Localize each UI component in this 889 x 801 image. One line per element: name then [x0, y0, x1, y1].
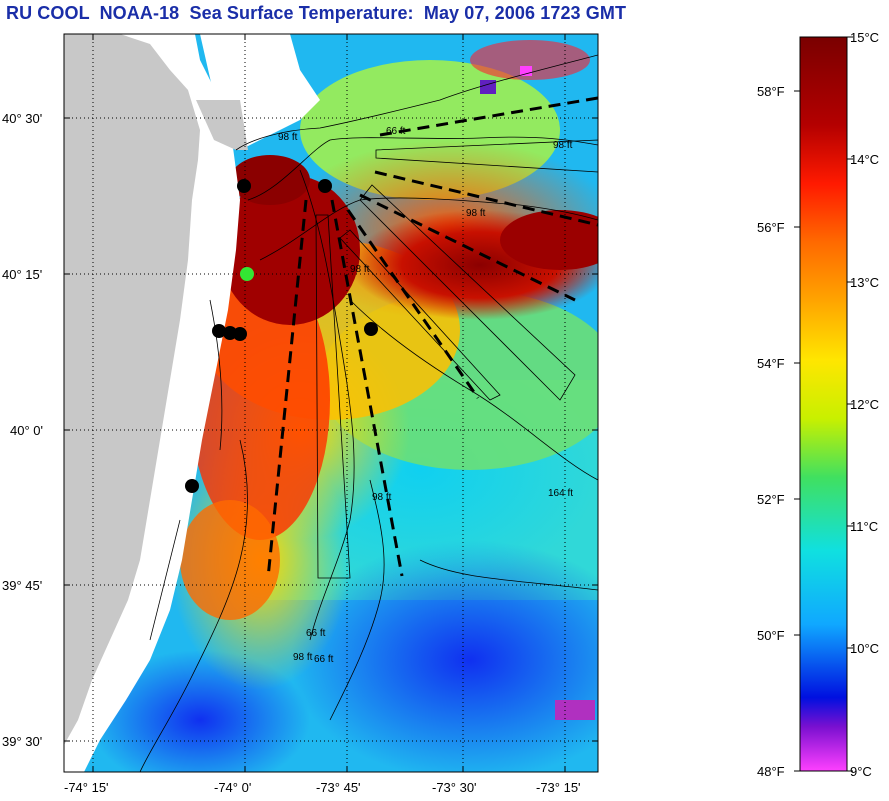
fahrenheit-tick-label: 58°F: [757, 84, 785, 99]
station-marker: [318, 179, 332, 193]
station-marker: [237, 179, 251, 193]
fahrenheit-tick-label: 52°F: [757, 492, 785, 507]
lon-label: -73° 30': [432, 780, 477, 795]
map-frame: [63, 33, 599, 773]
celsius-tick-label: 11°C: [850, 519, 878, 534]
celsius-tick-label: 14°C: [850, 152, 879, 167]
celsius-tick-label: 10°C: [850, 641, 879, 656]
svg-text:98 ft: 98 ft: [466, 208, 486, 219]
frame-ticks: [64, 34, 598, 772]
lat-label: 39° 45': [2, 578, 42, 593]
svg-text:98 ft: 98 ft: [278, 132, 298, 143]
longitude-labels: -74° 15' -74° 0' -73° 45' -73° 30' -73° …: [64, 780, 581, 795]
celsius-tick-label: 15°C: [850, 30, 879, 45]
celsius-tick-label: 13°C: [850, 275, 879, 290]
lat-label: 39° 30': [2, 734, 42, 749]
transect-boxes: [315, 139, 598, 579]
svg-text:98 ft: 98 ft: [350, 264, 370, 275]
station-marker: [185, 479, 199, 493]
celsius-tick-label: 9°C: [850, 764, 872, 779]
land-mass: [64, 34, 200, 745]
fahrenheit-tick-label: 50°F: [757, 628, 785, 643]
svg-text:98 ft: 98 ft: [293, 652, 313, 663]
transect-lines: [266, 96, 598, 579]
svg-text:66 ft: 66 ft: [306, 628, 326, 639]
svg-text:66 ft: 66 ft: [314, 654, 334, 665]
fahrenheit-tick-label: 56°F: [757, 220, 785, 235]
lon-label: -73° 15': [536, 780, 581, 795]
depth-contours: [139, 54, 598, 772]
station-marker: [212, 324, 226, 338]
latitude-labels: 40° 30' 40° 15' 40° 0' 39° 45' 39° 30': [2, 111, 43, 749]
station-marker: [364, 322, 378, 336]
fahrenheit-tick-label: 48°F: [757, 764, 785, 779]
celsius-tick-label: 12°C: [850, 397, 879, 412]
svg-text:164 ft: 164 ft: [548, 488, 573, 499]
graticule: [64, 34, 598, 772]
lon-label: -74° 15': [64, 780, 109, 795]
sst-field: 66 ft 98 ft 98 ft 98 ft 98 ft 164 ft 66 …: [64, 34, 598, 772]
lat-label: 40° 30': [2, 111, 42, 126]
fahrenheit-tick-label: 54°F: [757, 356, 785, 371]
lon-label: -74° 0': [214, 780, 251, 795]
svg-text:98 ft: 98 ft: [553, 140, 573, 151]
svg-text:66 ft: 66 ft: [386, 126, 406, 137]
station-markers: [185, 179, 378, 493]
map-title: RU COOL NOAA-18 Sea Surface Temperature:…: [6, 3, 627, 23]
lat-label: 40° 15': [2, 267, 42, 282]
station-marker-green: [240, 267, 254, 281]
contour-labels: 66 ft 98 ft 98 ft 98 ft 98 ft 164 ft 66 …: [278, 126, 573, 665]
station-marker: [233, 327, 247, 341]
lat-label: 40° 0': [10, 423, 43, 438]
color-bar: 15°C 14°C 13°C 12°C 11°C 10°C 9°C 58°F 5…: [757, 30, 879, 779]
svg-text:98 ft: 98 ft: [372, 492, 392, 503]
lon-label: -73° 45': [316, 780, 361, 795]
